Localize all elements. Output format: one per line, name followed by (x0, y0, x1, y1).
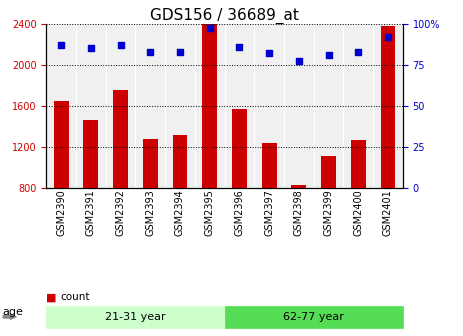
Bar (291, 185, 306, 188)
Point (384, 34, 392, 39)
Bar (225, 24, 254, 188)
Text: ■: ■ (46, 292, 57, 302)
Point (87, 46, 94, 51)
Bar (284, 24, 314, 188)
Point (147, 49, 154, 54)
Bar (314, 24, 344, 188)
Point (355, 49, 362, 54)
Bar (106, 24, 136, 188)
Bar (351, 140, 366, 188)
Bar (136, 24, 165, 188)
Point (206, 26, 213, 31)
Bar (173, 135, 188, 188)
Text: 62-77 year: 62-77 year (283, 312, 344, 322)
Text: 21-31 year: 21-31 year (105, 312, 166, 322)
Title: GDS156 / 36689_at: GDS156 / 36689_at (150, 7, 299, 24)
Bar (254, 24, 284, 188)
Bar (344, 24, 373, 188)
Text: ■: ■ (46, 309, 57, 319)
Point (57, 42, 65, 48)
Text: count: count (60, 292, 90, 302)
Bar (262, 143, 276, 188)
Point (236, 44, 243, 49)
Bar (373, 24, 403, 188)
Point (295, 59, 302, 64)
Bar (195, 24, 225, 188)
Point (325, 52, 332, 57)
Bar (165, 24, 195, 188)
Bar (113, 90, 128, 188)
Point (176, 49, 184, 54)
Bar (54, 101, 69, 188)
Point (265, 50, 273, 56)
Bar (143, 139, 158, 188)
Bar (76, 24, 106, 188)
Bar (321, 156, 336, 188)
Point (117, 42, 124, 48)
Text: percentile rank within the sample: percentile rank within the sample (60, 309, 236, 319)
Bar (202, 24, 217, 188)
Bar (83, 120, 98, 188)
Bar (381, 26, 395, 188)
Bar (232, 109, 247, 188)
Bar (46, 24, 76, 188)
Text: age: age (2, 307, 23, 317)
